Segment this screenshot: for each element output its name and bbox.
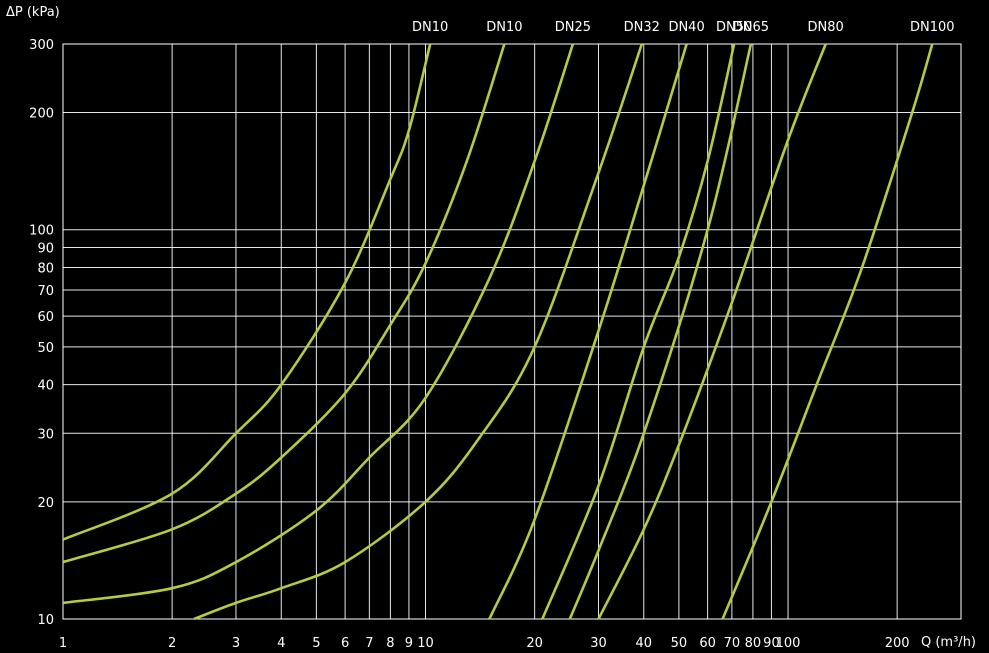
x-tick-label: 30 xyxy=(590,636,607,651)
y-tick-label: 300 xyxy=(29,38,54,53)
series-label-dn10: DN10 xyxy=(412,20,448,35)
series-line-dn80 xyxy=(597,43,827,620)
y-tick-label: 70 xyxy=(37,284,54,299)
x-tick-label: 1 xyxy=(59,636,67,651)
y-tick-label: 40 xyxy=(37,379,54,394)
y-tick-label: 60 xyxy=(37,310,54,325)
x-tick-label: 7 xyxy=(365,636,373,651)
y-tick-label: 10 xyxy=(37,613,54,628)
y-tick-label: 80 xyxy=(37,261,54,276)
y-tick-label: 50 xyxy=(37,341,54,356)
x-tick-label: 70 xyxy=(724,636,741,651)
x-tick-label: 100 xyxy=(776,636,801,651)
series-line-dn40 xyxy=(488,43,688,620)
series-label-dn32: DN32 xyxy=(624,20,660,35)
series-label-dn40: DN40 xyxy=(668,20,704,35)
series-line-dn100 xyxy=(721,43,934,620)
y-tick-label: 30 xyxy=(37,427,54,442)
curve-layer xyxy=(62,43,934,621)
series-line-dn65 xyxy=(568,43,753,620)
y-tick-label: 100 xyxy=(29,224,54,239)
x-tick-label: 40 xyxy=(636,636,653,651)
series-label-dn10: DN10 xyxy=(486,20,522,35)
series-line-dn50 xyxy=(541,43,736,620)
series-line-dn25 xyxy=(62,43,575,605)
series-label-dn80: DN80 xyxy=(808,20,844,35)
x-tick-label: 4 xyxy=(277,636,285,651)
x-tick-label: 2 xyxy=(168,636,176,651)
x-axis-title: Q (m³/h) xyxy=(921,635,976,650)
series-line-dn10 xyxy=(62,43,432,541)
series-line-dn32 xyxy=(193,43,644,621)
series-label-dn65: DN65 xyxy=(733,20,769,35)
y-tick-label: 90 xyxy=(37,242,54,257)
x-tick-label: 5 xyxy=(312,636,320,651)
x-tick-label: 3 xyxy=(232,636,240,651)
y-axis-title: ΔP (kPa) xyxy=(6,5,60,20)
x-tick-label: 80 xyxy=(745,636,762,651)
x-tick-label: 9 xyxy=(405,636,413,651)
series-label-dn50: DN50 xyxy=(716,20,752,35)
series-label-dn100: DN100 xyxy=(910,20,955,35)
y-tick-label: 20 xyxy=(37,496,54,511)
x-tick-label: 6 xyxy=(341,636,349,651)
x-tick-label: 8 xyxy=(386,636,394,651)
x-tick-label: 200 xyxy=(885,636,910,651)
x-tick-label: 20 xyxy=(526,636,543,651)
x-tick-label: 60 xyxy=(699,636,716,651)
y-tick-label: 200 xyxy=(29,107,54,122)
x-tick-label: 10 xyxy=(417,636,434,651)
series-label-dn25: DN25 xyxy=(555,20,591,35)
series-line-dn10 xyxy=(62,43,506,564)
grid-layer xyxy=(62,43,962,620)
x-tick-label: 50 xyxy=(671,636,688,651)
x-tick-label: 90 xyxy=(763,636,780,651)
